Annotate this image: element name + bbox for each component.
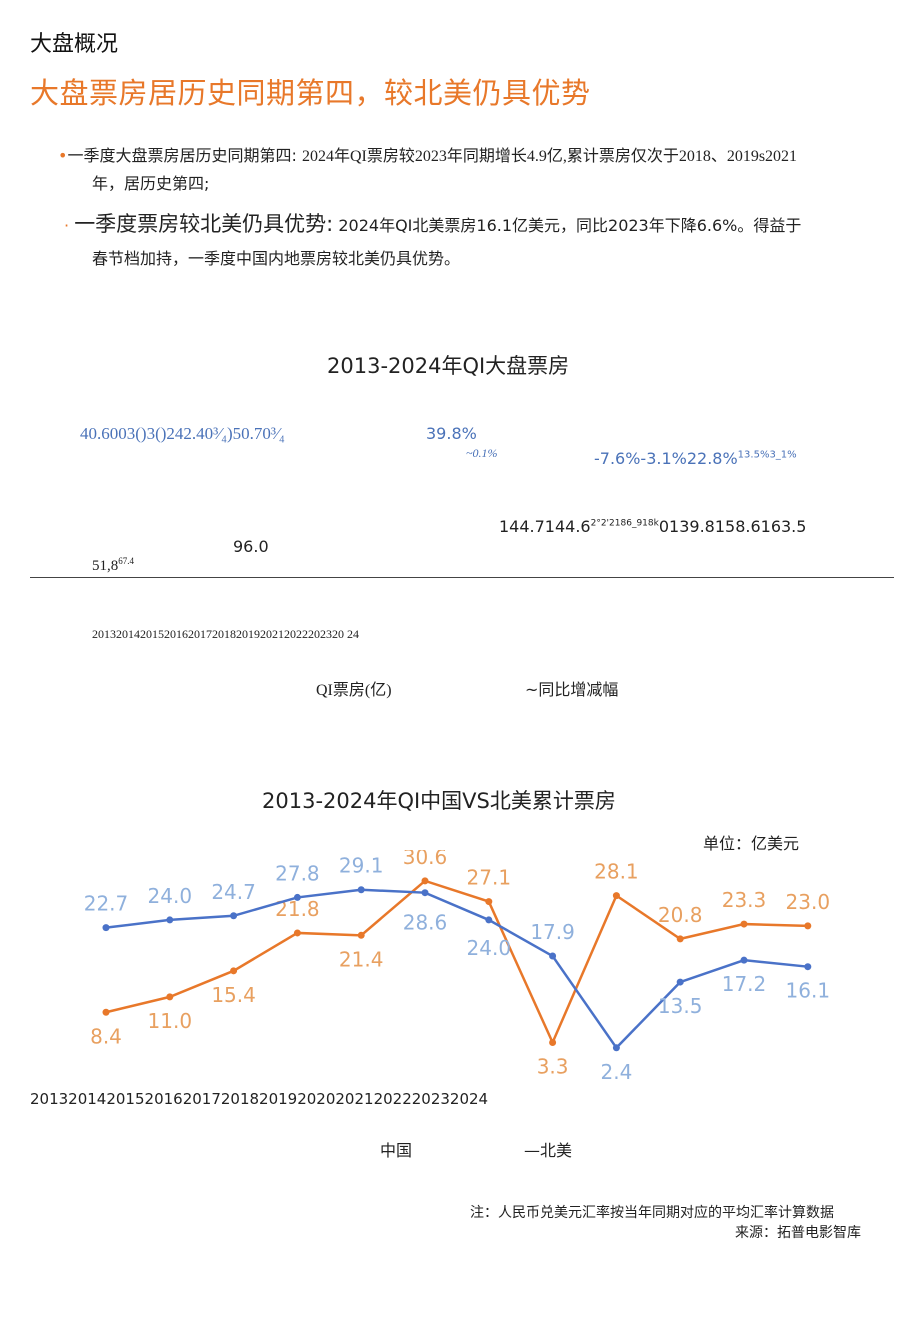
chart1-value-labels-left: 51,867.4 — [92, 556, 134, 575]
data-point — [676, 978, 684, 986]
chart1-growth-label-b: 39.8% — [426, 424, 477, 443]
data-point — [740, 956, 748, 964]
data-point — [676, 935, 684, 943]
data-point — [740, 920, 748, 928]
series-line-china — [105, 879, 808, 1046]
data-label: 24.0 — [467, 936, 512, 960]
data-label: 17.2 — [722, 972, 767, 996]
chart2-legend-na-text: —北美 — [524, 1141, 573, 1160]
bullet-1-cont: 年，居历史第四; — [92, 174, 210, 193]
data-point — [804, 963, 812, 971]
data-label: 29.1 — [339, 854, 384, 878]
data-label: 28.6 — [403, 911, 448, 935]
section-label: 大盘概况 — [30, 32, 119, 57]
data-point — [612, 1044, 620, 1052]
data-label: 17.9 — [530, 920, 575, 944]
chart2-unit: 单位：亿美元 — [703, 834, 800, 853]
data-label: 30.6 — [403, 850, 448, 869]
chart2-plot: 8.411.015.421.821.430.627.13.328.120.823… — [84, 850, 831, 1084]
chart1-years: 2013201420152016201720182019202120222023… — [92, 627, 359, 641]
chart1-values-right-a: 144.7144.6 — [499, 517, 591, 536]
data-label: 23.3 — [722, 888, 767, 912]
chart1-value-labels-right: 144.7144.62°2'2186_918k0139.8158.6163.5 — [499, 517, 806, 536]
data-label: 27.8 — [275, 861, 320, 885]
bullet-dot: · — [64, 216, 70, 235]
data-label: 3.3 — [537, 1054, 569, 1078]
data-label: 22.7 — [84, 892, 129, 916]
data-point — [230, 912, 238, 920]
data-point — [421, 877, 429, 885]
series-line-north-america — [105, 888, 808, 1050]
data-point — [804, 922, 812, 930]
data-label: 16.1 — [786, 979, 831, 1003]
bullet-1: •一季度大盘票房居历史同期第四: 2024年QI票房较2023年同期增长4.9亿… — [58, 142, 797, 171]
data-label: 11.0 — [148, 1009, 193, 1033]
chart1-values-right-sup: 2°2'2186_918k — [590, 518, 659, 529]
data-point — [485, 916, 493, 924]
footnote-source: 来源：拓普电影智库 — [735, 1225, 861, 1241]
bullet-1-lead: 一季度大盘票房居历史同期第四: — [67, 146, 297, 165]
data-point — [102, 924, 110, 932]
chart2-title: 2013-2024年QI中国VS北美累计票房 — [262, 789, 616, 813]
headline: 大盘票房居历史同期第四，较北美仍具优势 — [30, 76, 591, 110]
data-label: 21.4 — [339, 947, 384, 971]
data-point — [612, 892, 620, 900]
bullet-dot: • — [58, 146, 68, 165]
data-point — [293, 893, 301, 901]
data-point — [485, 898, 493, 906]
data-label: 24.0 — [148, 884, 193, 908]
chart1-values-right-b: 0139.8158.6163.5 — [658, 517, 807, 536]
chart1-values-left: 51,8 — [92, 558, 119, 574]
bullet-2-text: 2024年QI北美票房16.1亿美元，同比2023年下降6.6%。得益于 — [338, 216, 802, 235]
data-label: 28.1 — [594, 860, 639, 884]
data-label: 24.7 — [211, 880, 256, 904]
data-point — [357, 931, 365, 939]
chart1-growth-c-main: -7.6%-3.1%22.8% — [594, 449, 738, 468]
chart1-growth-labels-a: 40.6003()3()242.40³⁄₄)50.70³⁄₄ — [80, 424, 285, 443]
chart2-legend-na: —北美 — [524, 1137, 572, 1161]
footnote-note: 注：人民币兑美元汇率按当年同期对应的平均汇率计算数据 — [470, 1205, 834, 1221]
bullet-2-cont: 春节档加持，一季度中国内地票房较北美仍具优势。 — [92, 249, 461, 268]
data-label: 8.4 — [90, 1024, 122, 1048]
chart1-title: 2013-2024年QI大盘票房 — [327, 354, 570, 378]
data-label: 23.0 — [786, 890, 831, 914]
data-label: 20.8 — [658, 903, 703, 927]
bullet-2: · 一季度票房较北美仍具优势: 2024年QI北美票房16.1亿美元，同比202… — [64, 210, 801, 240]
data-point — [166, 916, 174, 924]
chart1-growth-c-small: 13.5%3_1% — [737, 449, 797, 461]
chart2-x-axis: 2013201420152016201720182019202020212022… — [30, 1090, 489, 1108]
data-point — [549, 952, 557, 960]
data-label: 15.4 — [211, 983, 256, 1007]
chart1-legend-line: ~同比增减幅 — [525, 680, 619, 699]
data-point — [166, 993, 174, 1001]
chart1-legend-bar: QI票房(亿) — [316, 682, 392, 699]
data-point — [293, 929, 301, 937]
bullet-2-lead: 一季度票房较北美仍具优势: — [74, 212, 334, 236]
chart1-values-left-sup: 67.4 — [118, 556, 134, 566]
data-label: 27.1 — [467, 866, 512, 890]
data-point — [421, 889, 429, 897]
chart1-growth-label-b-small: ~0.1% — [466, 446, 498, 460]
data-label: 2.4 — [600, 1060, 632, 1084]
chart1-growth-labels-c: -7.6%-3.1%22.8%13.5%3_1% — [594, 449, 797, 468]
data-point — [102, 1008, 110, 1016]
data-point — [549, 1038, 557, 1046]
chart1-axis-line — [30, 577, 894, 578]
bullet-1-text: 2024年QI票房较2023年同期增长4.9亿,累计票房仅次于2018、2019… — [301, 148, 798, 165]
data-label: 13.5 — [658, 994, 703, 1018]
data-point — [357, 886, 365, 894]
data-point — [230, 967, 238, 975]
chart1-value-label-mid: 96.0 — [233, 537, 269, 556]
chart2-legend-cn: 中国 — [380, 1141, 413, 1160]
